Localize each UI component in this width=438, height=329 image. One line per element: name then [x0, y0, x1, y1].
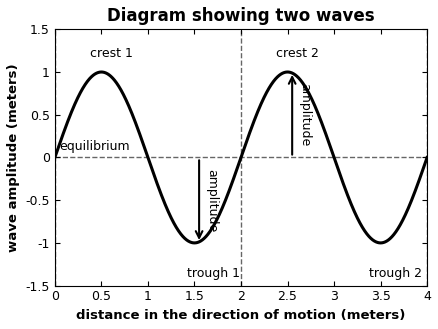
Text: crest 1: crest 1 [90, 47, 133, 60]
Text: amplitude: amplitude [205, 168, 219, 232]
Y-axis label: wave amplitude (meters): wave amplitude (meters) [7, 63, 20, 252]
Text: trough 2: trough 2 [369, 267, 422, 280]
Text: amplitude: amplitude [299, 83, 312, 146]
X-axis label: distance in the direction of motion (meters): distance in the direction of motion (met… [76, 309, 406, 322]
Text: crest 2: crest 2 [276, 47, 319, 60]
Title: Diagram showing two waves: Diagram showing two waves [107, 7, 375, 25]
Text: equilibrium: equilibrium [60, 140, 130, 153]
Text: trough 1: trough 1 [187, 267, 240, 280]
